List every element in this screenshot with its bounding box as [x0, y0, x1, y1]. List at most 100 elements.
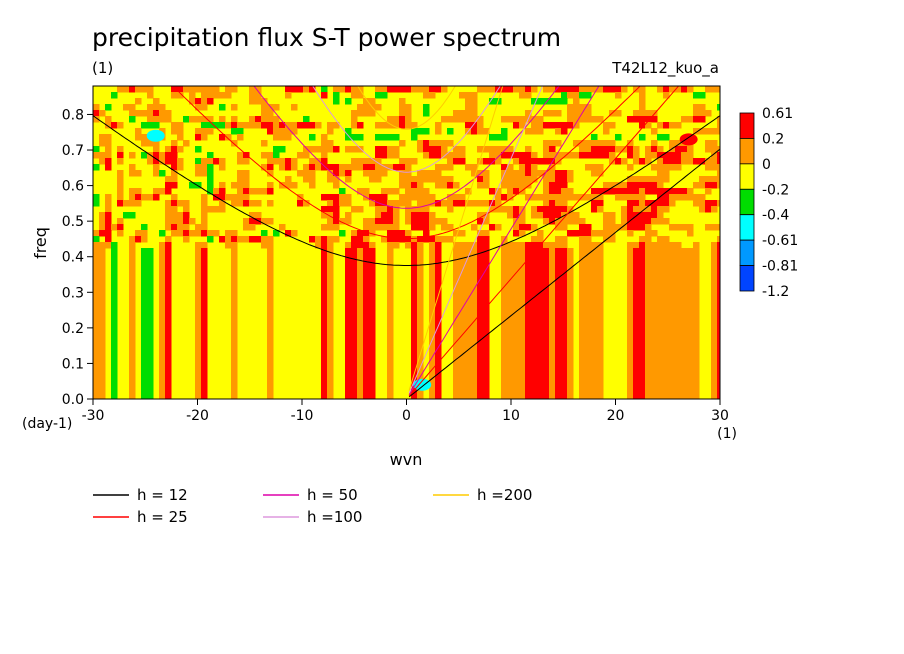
field-cell: [99, 266, 106, 273]
field-cell: [207, 86, 214, 93]
field-cell: [219, 116, 226, 123]
field-cell: [651, 116, 658, 123]
field-cell: [405, 182, 412, 189]
field-cell: [699, 200, 706, 207]
field-cell: [135, 86, 142, 93]
field-cell: [267, 356, 274, 363]
field-cell: [585, 344, 592, 351]
field-cell: [501, 362, 508, 369]
field-cell: [597, 296, 604, 303]
field-cell: [129, 188, 136, 195]
field-cell: [129, 254, 136, 261]
field-cell: [111, 92, 118, 99]
field-cell: [255, 98, 262, 105]
field-cell: [711, 302, 718, 309]
field-cell: [207, 176, 214, 183]
field-cell: [423, 212, 430, 219]
field-cell: [237, 122, 244, 129]
field-cell: [597, 392, 604, 399]
field-cell: [693, 116, 700, 123]
field-cell: [627, 260, 634, 267]
field-cell: [699, 116, 706, 123]
field-cell: [321, 206, 328, 213]
y-tick-label: 0.5: [62, 214, 84, 230]
field-cell: [435, 350, 442, 357]
field-cell: [513, 386, 520, 393]
field-cell: [657, 218, 664, 225]
field-cell: [693, 110, 700, 117]
field-cell: [675, 296, 682, 303]
field-cell: [663, 314, 670, 321]
field-cell: [183, 224, 190, 231]
field-cell: [633, 188, 640, 195]
field-cell: [99, 110, 106, 117]
field-cell: [453, 116, 460, 123]
field-cell: [345, 314, 352, 321]
field-cell: [507, 344, 514, 351]
field-cell: [651, 218, 658, 225]
curve-100-ig: [312, 86, 501, 173]
field-cell: [477, 284, 484, 291]
field-cell: [231, 122, 238, 129]
field-cell: [627, 248, 634, 255]
field-cell: [555, 242, 562, 249]
field-cell: [327, 200, 334, 207]
field-cell: [201, 134, 208, 141]
field-cell: [555, 212, 562, 219]
field-cell: [705, 182, 712, 189]
field-cell: [399, 158, 406, 165]
field-cell: [651, 368, 658, 375]
field-cell: [261, 116, 268, 123]
field-cell: [543, 338, 550, 345]
field-cell: [471, 92, 478, 99]
field-cell: [585, 242, 592, 249]
field-cell: [501, 338, 508, 345]
field-cell: [549, 392, 556, 399]
field-cell: [669, 284, 676, 291]
field-cell: [219, 158, 226, 165]
field-cell: [663, 122, 670, 129]
field-cell: [669, 122, 676, 129]
field-cell: [105, 164, 112, 171]
field-cell: [303, 116, 310, 123]
field-cell: [483, 242, 490, 249]
field-cell: [411, 260, 418, 267]
field-cell: [351, 284, 358, 291]
field-cell: [657, 212, 664, 219]
field-cell: [165, 284, 172, 291]
field-cell: [501, 146, 508, 153]
field-cell: [717, 266, 720, 273]
field-cell: [405, 218, 412, 225]
field-cell: [627, 116, 634, 123]
field-cell: [501, 296, 508, 303]
field-cell: [345, 134, 352, 141]
field-cell: [99, 140, 106, 147]
field-cell: [207, 92, 214, 99]
field-cell: [267, 380, 274, 387]
field-cell: [519, 158, 526, 165]
field-cell: [483, 356, 490, 363]
field-cell: [357, 374, 364, 381]
field-cell: [387, 200, 394, 207]
field-cell: [387, 260, 394, 267]
field-cell: [171, 224, 178, 231]
field-cell: [201, 356, 208, 363]
field-cell: [141, 110, 148, 117]
field-cell: [519, 308, 526, 315]
field-cell: [465, 314, 472, 321]
field-cell: [513, 248, 520, 255]
field-cell: [231, 380, 238, 387]
field-cell: [93, 374, 100, 381]
field-cell: [105, 140, 112, 147]
field-cell: [597, 374, 604, 381]
field-cell: [537, 260, 544, 267]
field-cell: [531, 332, 538, 339]
field-cell: [111, 266, 118, 273]
field-cell: [693, 308, 700, 315]
field-cell: [549, 386, 556, 393]
field-cell: [633, 314, 640, 321]
field-cell: [705, 140, 712, 147]
field-cell: [669, 146, 676, 153]
field-cell: [657, 152, 664, 159]
field-cell: [165, 176, 172, 183]
